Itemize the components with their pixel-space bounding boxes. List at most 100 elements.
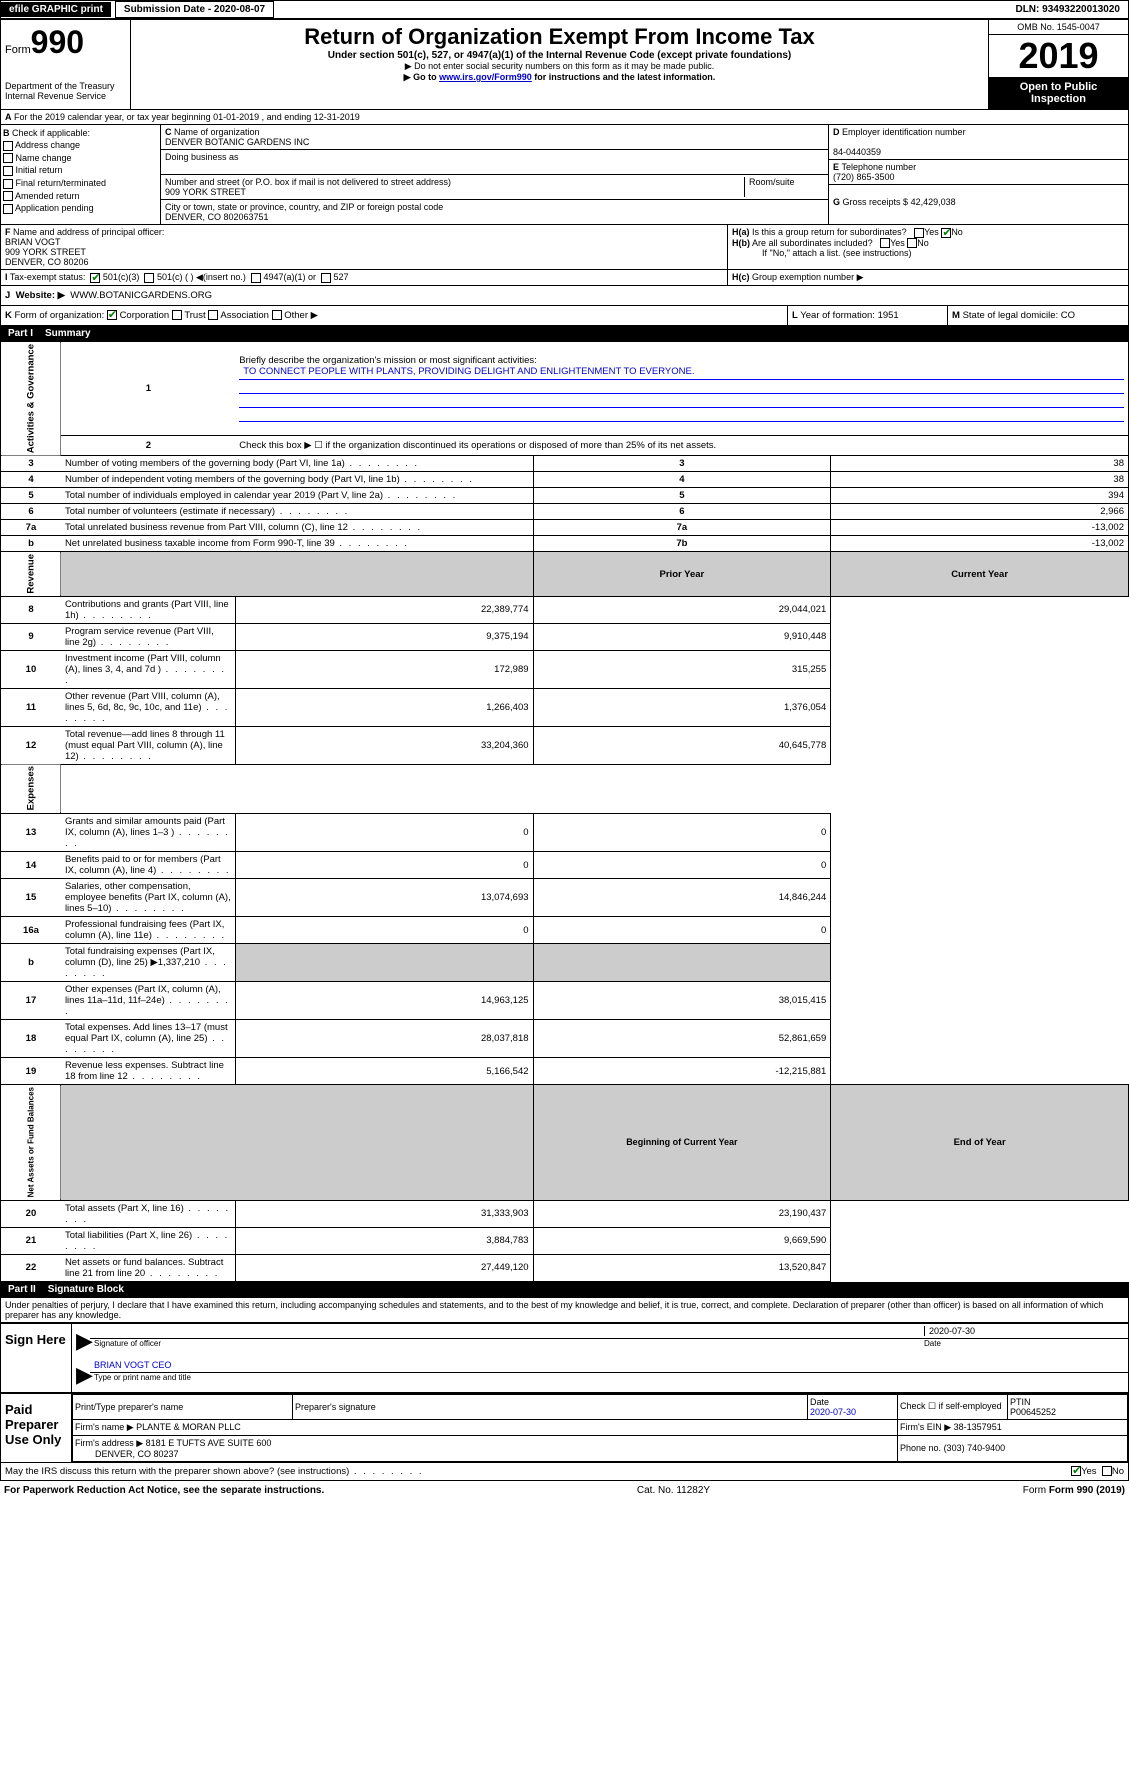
table-row: 22Net assets or fund balances. Subtract …: [1, 1254, 1129, 1281]
chk-trust[interactable]: [172, 310, 182, 320]
self-emp-chk: Check ☐ if self-employed: [898, 1394, 1008, 1419]
rev-spacer: [61, 552, 533, 597]
table-row: 20Total assets (Part X, line 16)31,333,9…: [1, 1200, 1129, 1227]
chk-amended[interactable]: [3, 191, 13, 201]
note-ssn: ▶ Do not enter social security numbers o…: [135, 61, 984, 72]
firm-city: DENVER, CO 80237: [95, 1449, 179, 1459]
ha-yes[interactable]: [914, 228, 924, 238]
table-row: 11Other revenue (Part VIII, column (A), …: [1, 688, 1129, 726]
chk-corp[interactable]: [107, 310, 117, 320]
submission-date: Submission Date - 2020-08-07: [115, 1, 274, 18]
part2-header: Part IISignature Block: [0, 1282, 1129, 1297]
k-other: Other ▶: [284, 310, 318, 321]
org-name: DENVER BOTANIC GARDENS INC: [165, 137, 309, 147]
firm-ein-lbl: Firm's EIN ▶: [900, 1422, 951, 1432]
table-row: 8Contributions and grants (Part VIII, li…: [1, 596, 1129, 623]
k-trust: Trust: [184, 310, 205, 321]
note2-post: for instructions and the latest informat…: [532, 72, 716, 82]
chk-other[interactable]: [272, 310, 282, 320]
g-label: Gross receipts $: [843, 197, 909, 207]
hc-text: Group exemption number ▶: [752, 272, 863, 282]
table-row: 12Total revenue—add lines 8 through 11 (…: [1, 726, 1129, 764]
table-row: 16aProfessional fundraising fees (Part I…: [1, 917, 1129, 944]
opt-initial: Initial return: [16, 165, 63, 175]
col-b-checkboxes: B Check if applicable: Address change Na…: [1, 125, 161, 224]
chk-final[interactable]: [3, 179, 13, 189]
prep-name-lbl: Print/Type preparer's name: [75, 1402, 183, 1412]
i-label: Tax-exempt status:: [10, 272, 86, 282]
omb-number: OMB No. 1545-0047: [989, 20, 1128, 35]
form-title: Return of Organization Exempt From Incom…: [135, 24, 984, 50]
prep-sig-lbl: Preparer's signature: [293, 1394, 808, 1419]
firm-addr-lbl: Firm's address ▶: [75, 1438, 143, 1448]
side-governance: Activities & Governance: [1, 342, 61, 456]
discuss-no[interactable]: [1102, 1466, 1112, 1476]
k-label: Form of organization:: [15, 310, 105, 321]
chk-4947[interactable]: [251, 273, 261, 283]
form990-link[interactable]: www.irs.gov/Form990: [439, 72, 532, 82]
side-expenses: Expenses: [1, 764, 61, 813]
m-label: State of legal domicile:: [963, 310, 1059, 321]
chk-initial[interactable]: [3, 166, 13, 176]
k-corp: Corporation: [120, 310, 170, 321]
note2-pre: ▶ Go to: [404, 72, 439, 82]
hb-text: Are all subordinates included?: [752, 238, 873, 248]
j-row: J Website: ▶ WWW.BOTANICGARDENS.ORG: [0, 286, 1129, 306]
entity-section: B Check if applicable: Address change Na…: [0, 125, 1129, 225]
table-row: 5Total number of individuals employed in…: [1, 488, 1129, 504]
f-h-row: F Name and address of principal officer:…: [0, 225, 1129, 270]
c-name-label: Name of organization: [174, 127, 260, 137]
page-footer: For Paperwork Reduction Act Notice, see …: [0, 1481, 1129, 1500]
firm-ein: 38-1357951: [954, 1422, 1002, 1432]
table-row: 19Revenue less expenses. Subtract line 1…: [1, 1058, 1129, 1085]
table-row: 7aTotal unrelated business revenue from …: [1, 520, 1129, 536]
q2-text: Check this box ▶ ☐ if the organization d…: [235, 435, 1128, 456]
chk-501c3[interactable]: [90, 273, 100, 283]
side-net: Net Assets or Fund Balances: [1, 1085, 61, 1200]
table-row: 9Program service revenue (Part VIII, lin…: [1, 623, 1129, 650]
chk-assoc[interactable]: [208, 310, 218, 320]
hdr-beg: Beginning of Current Year: [533, 1085, 831, 1200]
city-val: DENVER, CO 802063751: [165, 212, 269, 222]
b-label: Check if applicable:: [12, 128, 90, 138]
sig-officer-label: Signature of officer: [94, 1339, 924, 1348]
e-label: Telephone number: [842, 162, 917, 172]
chk-name[interactable]: [3, 153, 13, 163]
table-row: 17Other expenses (Part IX, column (A), l…: [1, 982, 1129, 1020]
officer-printed-name: BRIAN VOGT CEO: [94, 1360, 171, 1370]
hb-no[interactable]: [907, 238, 917, 248]
hdr-curr: Current Year: [831, 552, 1129, 597]
hb-yes[interactable]: [880, 238, 890, 248]
paid-label: Paid Preparer Use Only: [1, 1394, 71, 1462]
part1-num: Part I: [8, 328, 33, 339]
part1-header: Part ISummary: [0, 326, 1129, 341]
chk-527[interactable]: [321, 273, 331, 283]
k-assoc: Association: [220, 310, 269, 321]
form-label: Form: [5, 44, 31, 56]
sign-here-label: Sign Here: [1, 1324, 71, 1392]
dln: DLN: 93493220013020: [1015, 4, 1128, 15]
mission-blank3: [239, 408, 1124, 422]
line-a: A For the 2019 calendar year, or tax yea…: [0, 110, 1129, 125]
chk-501c[interactable]: [144, 273, 154, 283]
chk-pending[interactable]: [3, 204, 13, 214]
i-opt1: 501(c)(3): [103, 272, 140, 282]
discuss-text: May the IRS discuss this return with the…: [5, 1466, 424, 1477]
sig-arrow1: ▶: [72, 1324, 90, 1358]
discuss-yes[interactable]: [1071, 1466, 1081, 1476]
ha-no[interactable]: [941, 228, 951, 238]
d-label: Employer identification number: [842, 127, 966, 137]
street-addr: 909 YORK STREET: [165, 187, 246, 197]
declaration: Under penalties of perjury, I declare th…: [0, 1297, 1129, 1323]
sign-here-block: Sign Here ▶ 2020-07-30 Signature of offi…: [0, 1323, 1129, 1393]
i-opt4: 527: [334, 272, 349, 282]
gross-receipts: 42,429,038: [911, 197, 956, 207]
firm-name-lbl: Firm's name ▶: [75, 1422, 134, 1432]
addr-label: Number and street (or P.O. box if mail i…: [165, 177, 451, 187]
type-name-label: Type or print name and title: [90, 1373, 1128, 1382]
chk-address[interactable]: [3, 141, 13, 151]
efile-btn[interactable]: efile GRAPHIC print: [1, 2, 111, 17]
cat-no: Cat. No. 11282Y: [637, 1485, 710, 1496]
hdr-prior: Prior Year: [533, 552, 831, 597]
sig-date: 2020-07-30: [924, 1326, 1124, 1336]
